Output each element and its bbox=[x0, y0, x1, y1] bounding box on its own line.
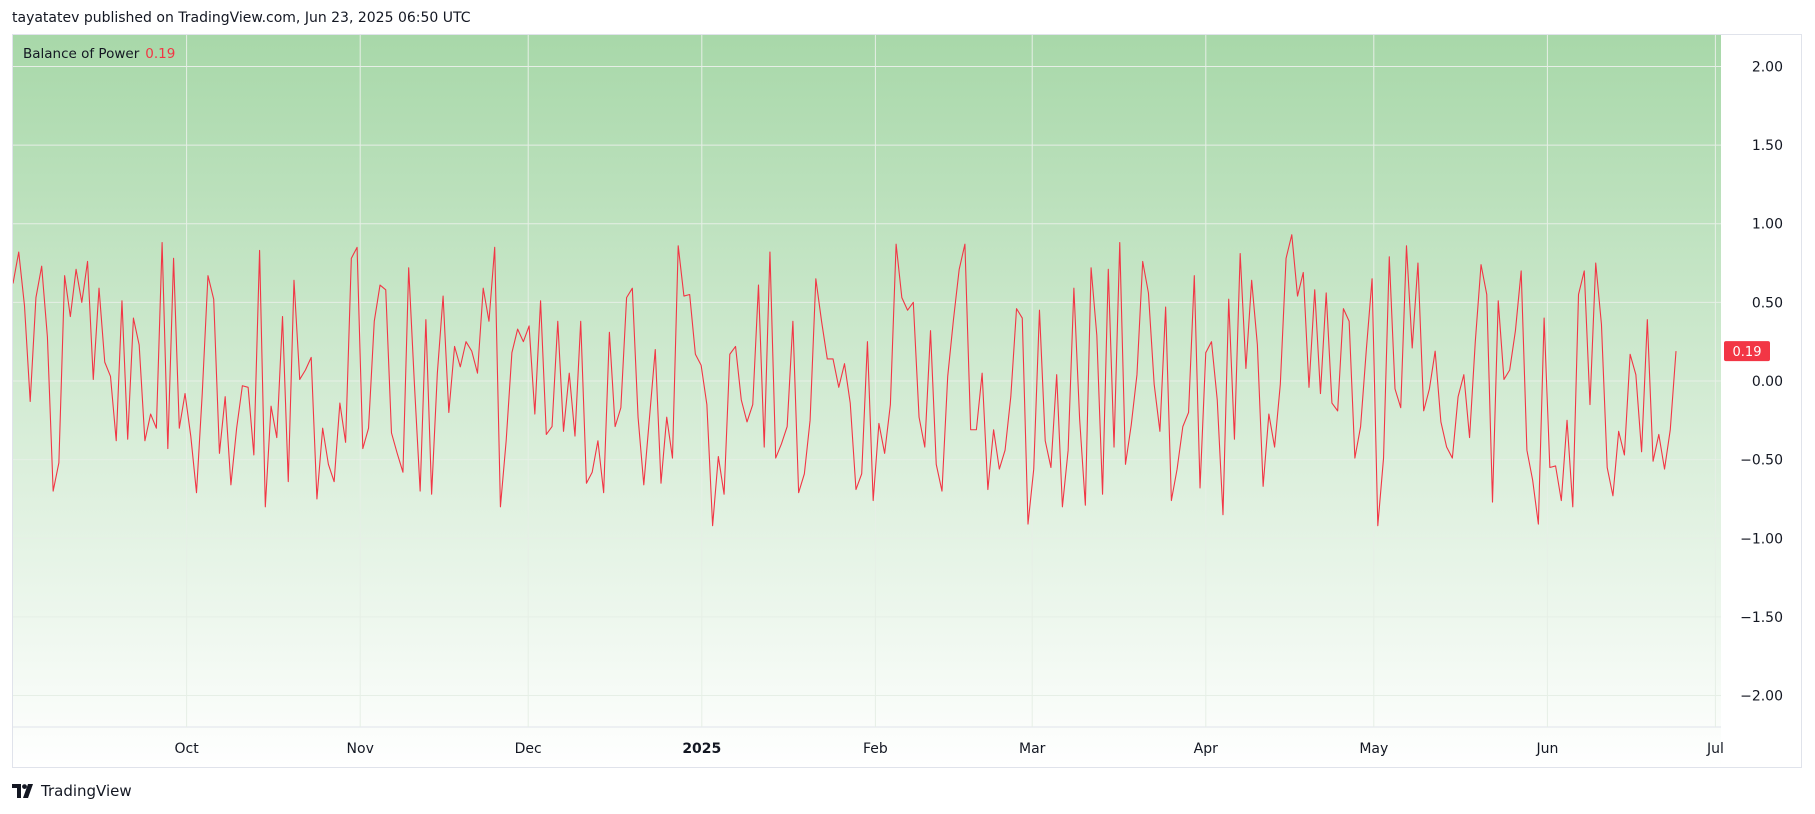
last-value-badge bbox=[1724, 341, 1770, 362]
x-tick-label: Mar bbox=[1019, 741, 1046, 757]
x-tick-label: May bbox=[1359, 741, 1388, 757]
indicator-legend[interactable]: Balance of Power 0.19 bbox=[23, 46, 175, 62]
x-tick-label: Dec bbox=[515, 741, 542, 757]
y-tick-label: −1.00 bbox=[1740, 531, 1783, 547]
y-tick-label: 2.00 bbox=[1752, 59, 1783, 75]
balance-of-power-chart[interactable]: 2.00 1.50 1.00 0.50 0.00 −0.50 −1.00 −1.50 −2.00… bbox=[13, 35, 1801, 767]
x-axis[interactable]: Oct Nov Dec 2025 Feb Mar Apr May Jun Jul bbox=[174, 741, 1723, 757]
y-tick-label: −2.00 bbox=[1740, 689, 1783, 705]
indicator-value: 0.19 bbox=[145, 46, 176, 62]
x-tick-label: Jun bbox=[1535, 741, 1558, 757]
x-tick-label: Nov bbox=[347, 741, 374, 757]
grid-lines bbox=[13, 35, 1721, 728]
indicator-name: Balance of Power bbox=[23, 46, 140, 62]
last-value-marker: 0.19 bbox=[1724, 341, 1770, 362]
tradingview-brand-label: TradingView bbox=[41, 782, 132, 800]
chart-background bbox=[13, 35, 1721, 767]
series-layer bbox=[13, 234, 1677, 527]
chart-pane[interactable]: 2.00 1.50 1.00 0.50 0.00 −0.50 −1.00 −1.50 −2.00… bbox=[12, 34, 1802, 768]
x-tick-label: 2025 bbox=[682, 741, 721, 757]
y-tick-label: −1.50 bbox=[1740, 610, 1783, 626]
x-tick-label: Oct bbox=[174, 741, 199, 757]
tradingview-logo-icon bbox=[12, 784, 33, 798]
tradingview-brand[interactable]: TradingView bbox=[12, 782, 132, 800]
y-axis[interactable]: 2.00 1.50 1.00 0.50 0.00 −0.50 −1.00 −1.50 −2.00 bbox=[1740, 59, 1783, 704]
x-tick-label: Jul bbox=[1706, 741, 1724, 757]
x-tick-label: Feb bbox=[863, 741, 888, 757]
price-scale-background bbox=[1721, 35, 1801, 767]
y-tick-label: 0.00 bbox=[1752, 374, 1783, 390]
y-tick-label: 1.00 bbox=[1752, 217, 1783, 233]
y-tick-label: 0.50 bbox=[1752, 295, 1783, 311]
balance-of-power-series-line bbox=[13, 234, 1677, 527]
x-tick-label: Apr bbox=[1194, 741, 1218, 757]
y-tick-label: −0.50 bbox=[1740, 453, 1783, 469]
published-info: tayatatev published on TradingView.com, … bbox=[12, 10, 471, 26]
y-tick-label: 1.50 bbox=[1752, 138, 1783, 154]
last-value-label: 0.19 bbox=[1733, 345, 1762, 360]
